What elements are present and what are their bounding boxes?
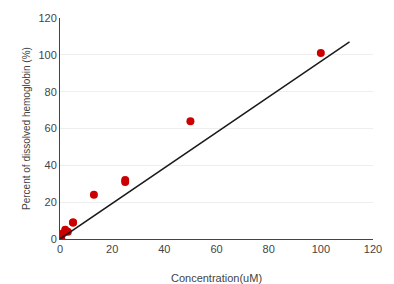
- svg-text:40: 40: [158, 243, 170, 255]
- svg-text:20: 20: [106, 243, 118, 255]
- svg-text:60: 60: [210, 243, 222, 255]
- svg-text:Concentration(uM): Concentration(uM): [171, 272, 262, 284]
- svg-text:Percent of dissolved hemoglobi: Percent of dissolved hemoglobin (%): [21, 47, 32, 210]
- svg-text:80: 80: [263, 243, 275, 255]
- svg-text:40: 40: [45, 159, 57, 171]
- svg-text:0: 0: [57, 243, 63, 255]
- svg-text:120: 120: [364, 243, 382, 255]
- svg-text:20: 20: [45, 196, 57, 208]
- svg-text:100: 100: [312, 243, 330, 255]
- svg-text:80: 80: [45, 86, 57, 98]
- svg-text:0: 0: [51, 233, 57, 245]
- svg-text:100: 100: [38, 49, 56, 61]
- svg-text:120: 120: [38, 12, 56, 24]
- svg-text:60: 60: [45, 122, 57, 134]
